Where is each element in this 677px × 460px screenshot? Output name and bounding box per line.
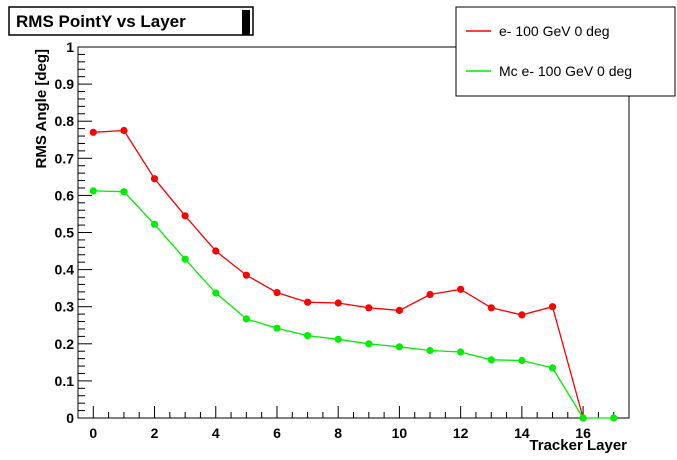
- data-point-series-0: [518, 311, 526, 319]
- x-tick-label: 14: [514, 425, 530, 441]
- data-point-series-1: [181, 255, 189, 263]
- y-tick-label: 0.7: [55, 150, 75, 166]
- x-tick-label: 0: [89, 425, 97, 441]
- data-point-series-1: [242, 315, 250, 323]
- data-point-series-1: [610, 414, 618, 422]
- data-point-series-1: [120, 188, 128, 196]
- x-tick-label: 16: [575, 425, 591, 441]
- data-point-series-1: [395, 343, 403, 351]
- y-tick-label: 0.2: [55, 336, 75, 352]
- y-tick-label: 0.9: [55, 76, 75, 92]
- y-axis-title: RMS Angle [deg]: [33, 49, 50, 168]
- data-point-series-0: [242, 271, 250, 279]
- x-tick-label: 2: [151, 425, 159, 441]
- y-axis-ticks: 0 0.1 0.2 0.3 0.4 0.5 0.6 0.7 0.8 0.9 1: [55, 39, 92, 426]
- data-point-series-1: [89, 187, 97, 195]
- data-point-series-0: [457, 285, 465, 293]
- x-tick-label: 10: [392, 425, 408, 441]
- data-point-series-0: [334, 299, 342, 307]
- data-point-series-1: [487, 356, 495, 364]
- x-tick-label: 4: [212, 425, 220, 441]
- x-tick-label: 12: [453, 425, 469, 441]
- data-point-series-1: [212, 289, 220, 297]
- legend: e- 100 GeV 0 deg Mc e- 100 GeV 0 deg: [455, 6, 676, 97]
- chart-title-box: RMS PointY vs Layer: [8, 6, 254, 36]
- y-tick-label: 0.8: [55, 113, 75, 129]
- data-point-series-0: [89, 128, 97, 136]
- data-point-series-0: [548, 303, 557, 311]
- data-point-series-0: [273, 289, 281, 297]
- data-point-series-1: [457, 348, 465, 356]
- legend-box: [455, 6, 676, 97]
- legend-label-e: e- 100 GeV 0 deg: [499, 23, 610, 39]
- data-point-series-0: [150, 175, 159, 183]
- data-point-series-1: [548, 364, 557, 372]
- data-point-series-0: [304, 298, 312, 306]
- legend-label-mc: Mc e- 100 GeV 0 deg: [499, 63, 632, 79]
- data-point-series-1: [426, 346, 434, 355]
- y-tick-label: 0.3: [55, 299, 75, 315]
- y-tick-label: 0.5: [55, 225, 75, 241]
- x-tick-label: 8: [334, 425, 342, 441]
- data-point-series-0: [365, 304, 373, 312]
- x-tick-label: 6: [273, 425, 281, 441]
- series-line-1: [93, 190, 614, 419]
- data-point-series-1: [304, 332, 312, 340]
- data-point-series-1: [334, 335, 342, 343]
- data-point-series-0: [426, 290, 434, 299]
- data-point-series-1: [365, 340, 373, 348]
- data-point-series-1: [579, 414, 587, 422]
- y-tick-label: 0: [66, 410, 74, 426]
- data-point-series-0: [120, 126, 128, 135]
- data-point-series-1: [273, 324, 281, 332]
- y-tick-label: 0.4: [55, 262, 75, 278]
- y-tick-label: 0.6: [55, 187, 75, 203]
- data-point-series-0: [181, 212, 189, 220]
- x-axis-title: Tracker Layer: [529, 437, 627, 454]
- data-point-series-0: [487, 304, 495, 312]
- chart-title: RMS PointY vs Layer: [16, 12, 186, 31]
- data-point-series-0: [212, 247, 220, 255]
- y-tick-label: 0.1: [55, 373, 75, 389]
- data-point-series-1: [150, 220, 159, 228]
- data-point-series-1: [518, 356, 526, 365]
- series-layer: [89, 126, 618, 422]
- y-tick-label: 1: [66, 39, 74, 55]
- data-point-series-0: [395, 306, 403, 314]
